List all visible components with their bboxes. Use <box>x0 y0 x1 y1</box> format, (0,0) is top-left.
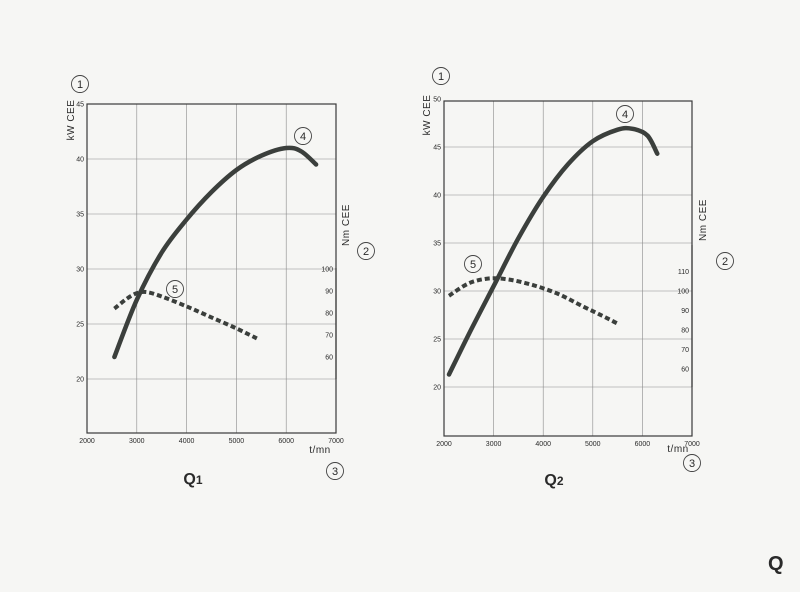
callout-4-q2: 4 <box>616 105 634 123</box>
callout-circle <box>432 67 450 85</box>
chart-title-main-q1: Q <box>183 471 195 488</box>
x-tick-label: 6000 <box>278 438 294 445</box>
grid-q2 <box>444 101 692 436</box>
callout-circle <box>683 454 701 472</box>
y-axis-label-left-q1: kW CEE <box>66 100 77 141</box>
right-y-tick-label: 100 <box>321 267 333 274</box>
callout-4-q1: 4 <box>294 127 312 145</box>
left-y-tick-label: 45 <box>76 102 84 109</box>
x-tick-label: 7000 <box>328 438 344 445</box>
callout-circle <box>166 280 184 298</box>
right-y-tick-label: 90 <box>325 289 333 296</box>
callout-circle <box>716 252 734 270</box>
callout-number: 3 <box>332 466 338 478</box>
chart-q2: 2000 3000 4000 5000 6000 7000 20253035404550 … <box>422 67 734 489</box>
power-curve <box>446 125 660 377</box>
x-tick-label: 4000 <box>535 441 551 448</box>
callout-1-q2: 1 <box>432 67 450 85</box>
right-y-tick-label: 80 <box>681 328 689 335</box>
left-y-tick-label: 40 <box>433 193 441 200</box>
left-y-tick-label: 35 <box>433 241 441 248</box>
plot-frame-q1 <box>86 103 337 434</box>
x-tick-label: 6000 <box>635 441 651 448</box>
callout-3-q2: 3 <box>683 454 701 472</box>
x-tick-labels-q2: 2000 3000 4000 5000 6000 7000 <box>436 441 700 448</box>
chart-title-sub-q2: 2 <box>557 474 564 488</box>
x-tick-label: 5000 <box>585 441 601 448</box>
chart-title-sub-q1: 1 <box>196 473 203 487</box>
right-y-tick-label: 80 <box>325 311 333 318</box>
callout-3-q1: 3 <box>326 462 344 480</box>
left-y-tick-labels-q2: 20 25 30 35 40 45 50 <box>433 97 441 392</box>
callout-1-q1: 1 <box>71 75 89 93</box>
callout-circle <box>294 127 312 145</box>
right-y-tick-label: 60 <box>325 355 333 362</box>
callout-number: 2 <box>363 246 369 258</box>
x-tick-label: 3000 <box>486 441 502 448</box>
grid-q1 <box>87 104 336 433</box>
callout-circle <box>616 105 634 123</box>
callout-number: 5 <box>470 259 476 271</box>
x-tick-label: 4000 <box>179 438 195 445</box>
right-y-tick-label: 100 <box>677 289 689 296</box>
y-axis-label-right-q1: Nm CEE <box>341 204 352 246</box>
page-corner-mark: Q <box>768 553 784 575</box>
callout-number: 5 <box>172 284 178 296</box>
left-y-tick-label: 25 <box>433 337 441 344</box>
series-q1 <box>112 145 319 360</box>
series-q2 <box>446 125 660 377</box>
right-y-tick-label: 70 <box>325 333 333 340</box>
x-tick-label: 5000 <box>229 438 245 445</box>
callout-circle <box>71 75 89 93</box>
left-y-tick-label: 25 <box>76 322 84 329</box>
callout-circle <box>464 255 482 273</box>
callout-number: 1 <box>438 71 444 83</box>
callout-2-q2: 2 <box>716 252 734 270</box>
x-tick-label: 2000 <box>79 438 95 445</box>
torque-curve <box>113 289 260 342</box>
right-y-tick-labels-q1: 60 70 80 90 100 <box>321 267 333 362</box>
right-y-tick-labels-q2: 60 70 80 90 100 110 <box>677 269 689 374</box>
callout-2-q1: 2 <box>357 242 375 260</box>
right-y-tick-label: 90 <box>681 308 689 315</box>
torque-curve <box>447 276 619 326</box>
chart-title-q1: Q1 <box>183 471 202 488</box>
left-y-tick-label: 40 <box>76 157 84 164</box>
right-y-tick-label: 70 <box>681 347 689 354</box>
callout-5-q1: 5 <box>166 280 184 298</box>
callout-circle <box>326 462 344 480</box>
callout-circle <box>357 242 375 260</box>
y-axis-label-left-q2: kW CEE <box>422 95 433 136</box>
left-y-tick-label: 30 <box>76 267 84 274</box>
x-axis-label-q2: t/mn <box>667 444 688 455</box>
left-y-tick-label: 30 <box>433 289 441 296</box>
callout-number: 4 <box>622 109 628 121</box>
chart-title-main-q2: Q <box>544 472 556 489</box>
left-y-tick-label: 50 <box>433 97 441 104</box>
y-axis-label-right-q2: Nm CEE <box>698 199 709 241</box>
left-y-tick-label: 45 <box>433 145 441 152</box>
x-tick-label: 2000 <box>436 441 452 448</box>
power-curve <box>112 145 319 360</box>
left-y-tick-label: 35 <box>76 212 84 219</box>
right-y-tick-label: 60 <box>681 367 689 374</box>
left-y-tick-label: 20 <box>433 385 441 392</box>
callout-number: 4 <box>300 131 306 143</box>
chart-title-q2: Q2 <box>544 472 563 489</box>
callout-5-q2: 5 <box>464 255 482 273</box>
left-y-tick-label: 20 <box>76 377 84 384</box>
callout-number: 2 <box>722 256 728 268</box>
callout-number: 3 <box>689 458 695 470</box>
x-tick-labels-q1: 2000 3000 4000 5000 6000 7000 <box>79 438 344 445</box>
left-y-tick-labels-q1: 20 25 30 35 40 45 <box>76 102 84 384</box>
callout-number: 1 <box>77 79 83 91</box>
right-y-tick-label: 110 <box>678 269 689 276</box>
x-axis-label-q1: t/mn <box>309 445 330 456</box>
x-tick-label: 7000 <box>684 441 700 448</box>
x-tick-label: 3000 <box>129 438 145 445</box>
